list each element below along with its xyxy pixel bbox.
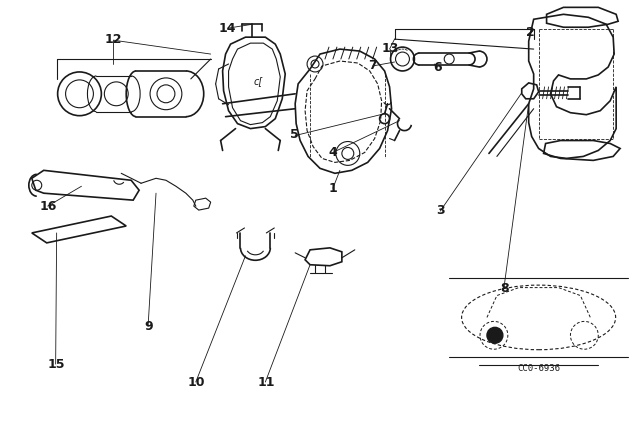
Text: 6: 6 xyxy=(433,61,442,74)
Text: 12: 12 xyxy=(104,33,122,46)
Text: 2: 2 xyxy=(525,26,534,39)
Text: c[: c[ xyxy=(254,76,263,86)
Text: 7: 7 xyxy=(369,60,377,73)
Text: 13: 13 xyxy=(381,42,399,55)
Text: 14: 14 xyxy=(219,22,237,34)
Text: CC0-6936: CC0-6936 xyxy=(517,364,560,373)
Text: 15: 15 xyxy=(47,358,65,371)
Text: 10: 10 xyxy=(188,375,205,388)
Text: 8: 8 xyxy=(500,282,509,295)
Text: 5: 5 xyxy=(290,129,299,142)
Circle shape xyxy=(487,327,503,343)
Text: 4: 4 xyxy=(328,146,337,159)
Text: 3: 3 xyxy=(436,204,445,217)
Text: 9: 9 xyxy=(144,320,152,333)
Text: 16: 16 xyxy=(39,200,56,213)
Text: 1: 1 xyxy=(328,182,337,195)
Text: 11: 11 xyxy=(257,375,275,388)
